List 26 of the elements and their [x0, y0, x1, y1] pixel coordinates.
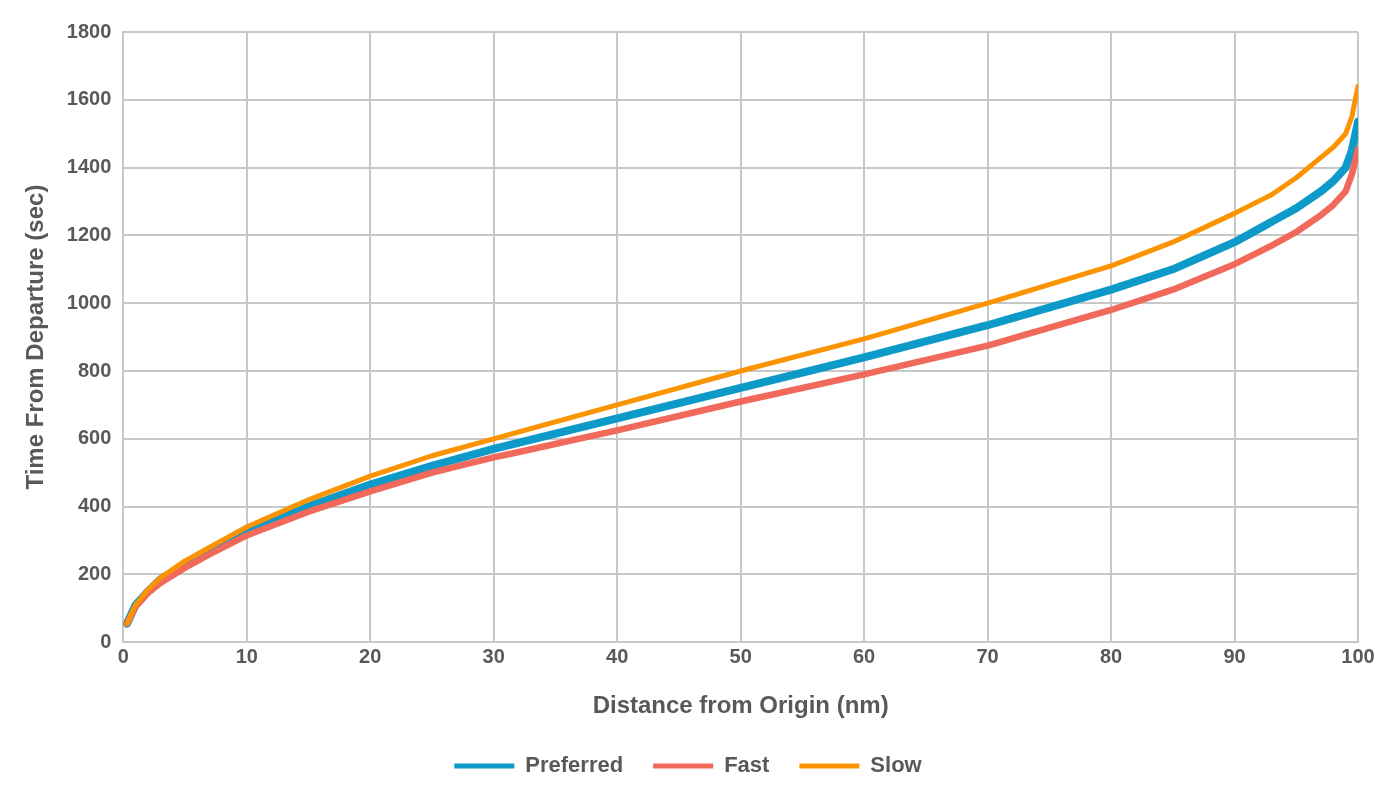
x-tick-label: 10 — [235, 644, 258, 667]
x-tick-label: 100 — [1341, 644, 1375, 667]
x-tick-label: 90 — [1223, 644, 1246, 667]
y-tick-label: 1200 — [66, 222, 112, 245]
x-tick-label: 50 — [729, 644, 752, 667]
x-tick-label: 0 — [117, 644, 129, 667]
x-axis-title: Distance from Origin (nm) — [592, 691, 889, 719]
x-tick-label: 40 — [606, 644, 629, 667]
x-tick-label: 60 — [852, 644, 876, 667]
y-tick-label: 200 — [77, 561, 112, 584]
y-axis-title: Time From Departure (sec) — [21, 184, 49, 490]
y-tick-label: 0 — [100, 629, 112, 652]
legend-label: Slow — [870, 752, 923, 778]
y-tick-label: 800 — [77, 358, 112, 381]
legend-label: Fast — [724, 752, 771, 778]
x-tick-label: 20 — [359, 644, 382, 667]
y-tick-label: 600 — [77, 426, 112, 449]
x-tick-label: 70 — [976, 644, 999, 667]
legend-label: Preferred — [525, 752, 624, 778]
y-tick-label: 400 — [77, 494, 112, 517]
x-tick-label: 80 — [1099, 644, 1123, 667]
y-tick-label: 1400 — [66, 155, 112, 178]
y-tick-label: 1000 — [66, 290, 112, 313]
y-tick-label: 1600 — [66, 87, 112, 110]
x-tick-label: 30 — [482, 644, 505, 667]
y-tick-label: 1800 — [66, 19, 112, 42]
